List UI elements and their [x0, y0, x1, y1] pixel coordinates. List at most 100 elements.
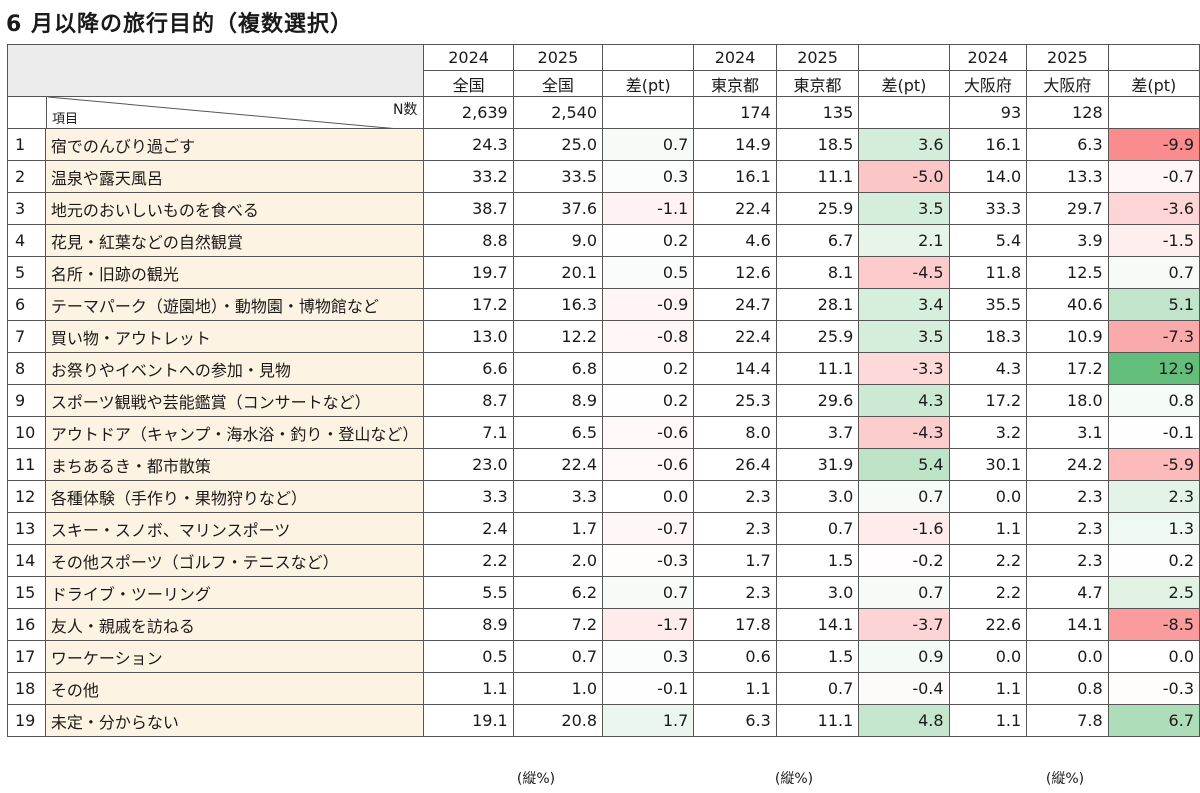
- diff-cell: -0.7: [602, 512, 695, 545]
- value-cell: 22.4: [693, 192, 777, 225]
- value-cell: 1.5: [775, 544, 860, 577]
- header-year-cell: 2025: [1026, 44, 1109, 71]
- n-count-cell: 2,639: [423, 96, 514, 129]
- value-cell: 22.4: [512, 448, 604, 481]
- header-year-cell: 2024: [423, 44, 514, 71]
- diff-cell: -3.3: [858, 352, 950, 385]
- diff-cell: -1.1: [602, 192, 695, 225]
- value-cell: 0.0: [1026, 640, 1109, 673]
- header-region-row: 全国 全国 差(pt) 東京都 東京都 差(pt) 大阪府 大阪府 差(pt): [8, 70, 1200, 97]
- diff-cell: -5.9: [1107, 448, 1200, 481]
- value-cell: 18.0: [1026, 384, 1109, 417]
- table-row: 5 名所・旧跡の観光 19.7 20.1 0.5 12.6 8.1 -4.5 11.8 12.5 0…: [7, 256, 1200, 289]
- header-column-cell: 東京都: [775, 70, 860, 97]
- diff-cell: 0.3: [602, 640, 695, 673]
- diff-cell: 3.4: [858, 288, 950, 321]
- value-cell: 1.7: [512, 512, 604, 545]
- value-cell: 1.1: [948, 512, 1028, 545]
- row-item-label: 花見・紅葉などの自然観賞: [44, 224, 425, 257]
- diff-cell: 0.9: [858, 640, 950, 673]
- row-number: 19: [7, 704, 46, 737]
- header-column-cell: 東京都: [693, 70, 777, 97]
- diff-cell: 0.5: [602, 256, 695, 289]
- value-cell: 0.7: [775, 512, 860, 545]
- value-cell: 3.0: [775, 480, 860, 513]
- value-cell: 40.6: [1026, 288, 1109, 321]
- diff-cell: 6.7: [1107, 704, 1200, 737]
- value-cell: 2.2: [948, 576, 1028, 609]
- value-cell: 31.9: [775, 448, 860, 481]
- table-row: 15 ドライブ・ツーリング 5.5 6.2 0.7 2.3 3.0 0.7 2.2 4.7 2.5: [7, 576, 1200, 609]
- diff-cell: -4.3: [858, 416, 950, 449]
- value-cell: 4.6: [693, 224, 777, 257]
- value-cell: 20.1: [512, 256, 604, 289]
- header-year-row: 2024 2025 2024 2025 2024 2025: [6, 44, 1200, 97]
- value-cell: 7.8: [1026, 704, 1109, 737]
- value-cell: 2.2: [948, 544, 1028, 577]
- row-number: 11: [7, 448, 46, 481]
- row-item-label: スキー・スノボ、マリンスポーツ: [44, 512, 425, 545]
- diff-cell: 0.2: [602, 384, 695, 417]
- diff-cell: 2.5: [1107, 576, 1200, 609]
- value-cell: 6.8: [512, 352, 604, 385]
- diff-cell: 0.7: [858, 480, 950, 513]
- value-cell: 17.2: [1026, 352, 1109, 385]
- diff-cell: -0.8: [602, 320, 695, 353]
- diff-cell: 2.1: [858, 224, 950, 257]
- row-item-label: まちあるき・都市散策: [44, 448, 425, 481]
- row-number: 18: [7, 672, 46, 705]
- diff-cell: 0.7: [858, 576, 950, 609]
- travel-purpose-table: 2024 2025 2024 2025 2024 2025 全国 全国 差(pt) 東京都 東京都差…: [6, 44, 1200, 737]
- value-cell: 3.7: [775, 416, 860, 449]
- value-cell: 35.5: [948, 288, 1028, 321]
- value-cell: 22.4: [693, 320, 777, 353]
- value-cell: 18.5: [775, 128, 860, 161]
- diff-cell: -7.3: [1107, 320, 1200, 353]
- row-item-label: 買い物・アウトレット: [44, 320, 425, 353]
- row-item-label: その他スポーツ（ゴルフ・テニスなど）: [44, 544, 425, 577]
- value-cell: 29.7: [1026, 192, 1109, 225]
- diff-cell: -9.9: [1107, 128, 1200, 161]
- header-year-cell: 2024: [693, 44, 777, 71]
- value-cell: 16.1: [693, 160, 777, 193]
- value-cell: 24.2: [1026, 448, 1109, 481]
- value-cell: 33.2: [423, 160, 514, 193]
- table-row: 18 その他 1.1 1.0 -0.1 1.1 0.7 -0.4 1.1 0.8 -0.3: [7, 672, 1200, 705]
- row-number: 14: [7, 544, 46, 577]
- value-cell: 25.3: [693, 384, 777, 417]
- value-cell: 14.0: [948, 160, 1028, 193]
- n-count-cell: 135: [775, 96, 860, 129]
- header-year-blank: [858, 44, 950, 71]
- value-cell: 4.3: [948, 352, 1028, 385]
- value-cell: 3.2: [948, 416, 1028, 449]
- value-cell: 2.4: [423, 512, 514, 545]
- row-number: 10: [7, 416, 46, 449]
- row-number: 13: [7, 512, 46, 545]
- row-number: 15: [7, 576, 46, 609]
- unit-label: (縦%): [774, 771, 814, 787]
- value-cell: 4.7: [1026, 576, 1109, 609]
- value-cell: 5.4: [948, 224, 1028, 257]
- table-row: 17 ワーケーション 0.5 0.7 0.3 0.6 1.5 0.9 0.0 0.0 0.0: [7, 640, 1200, 673]
- row-item-label: ドライブ・ツーリング: [44, 576, 425, 609]
- value-cell: 10.9: [1026, 320, 1109, 353]
- value-cell: 2.0: [512, 544, 604, 577]
- table-row: 2 温泉や露天風呂 33.2 33.5 0.3 16.1 11.1 -5.0 14.0 13.3-…: [7, 160, 1200, 193]
- value-cell: 33.5: [512, 160, 604, 193]
- value-cell: 17.8: [693, 608, 777, 641]
- table-row: 11 まちあるき・都市散策 23.0 22.4 -0.6 26.4 31.9 5.4 30.1 2…: [7, 448, 1200, 481]
- diff-cell: 0.2: [602, 352, 695, 385]
- header-column-cell: 大阪府: [1026, 70, 1109, 97]
- row-item-label: その他: [44, 672, 425, 705]
- diff-cell: 0.3: [602, 160, 695, 193]
- header-corner: [6, 44, 425, 97]
- value-cell: 25.0: [512, 128, 604, 161]
- value-cell: 2.3: [693, 576, 777, 609]
- value-cell: 33.3: [948, 192, 1028, 225]
- diff-cell: 3.5: [858, 320, 950, 353]
- value-cell: 6.3: [1026, 128, 1109, 161]
- diff-cell: -3.6: [1107, 192, 1200, 225]
- table-row: 9 スポーツ観戦や芸能鑑賞（コンサートなど） 8.7 8.9 0.2 25.3 29.6 4.…: [7, 384, 1200, 417]
- value-cell: 6.6: [423, 352, 514, 385]
- diff-cell: 5.4: [858, 448, 950, 481]
